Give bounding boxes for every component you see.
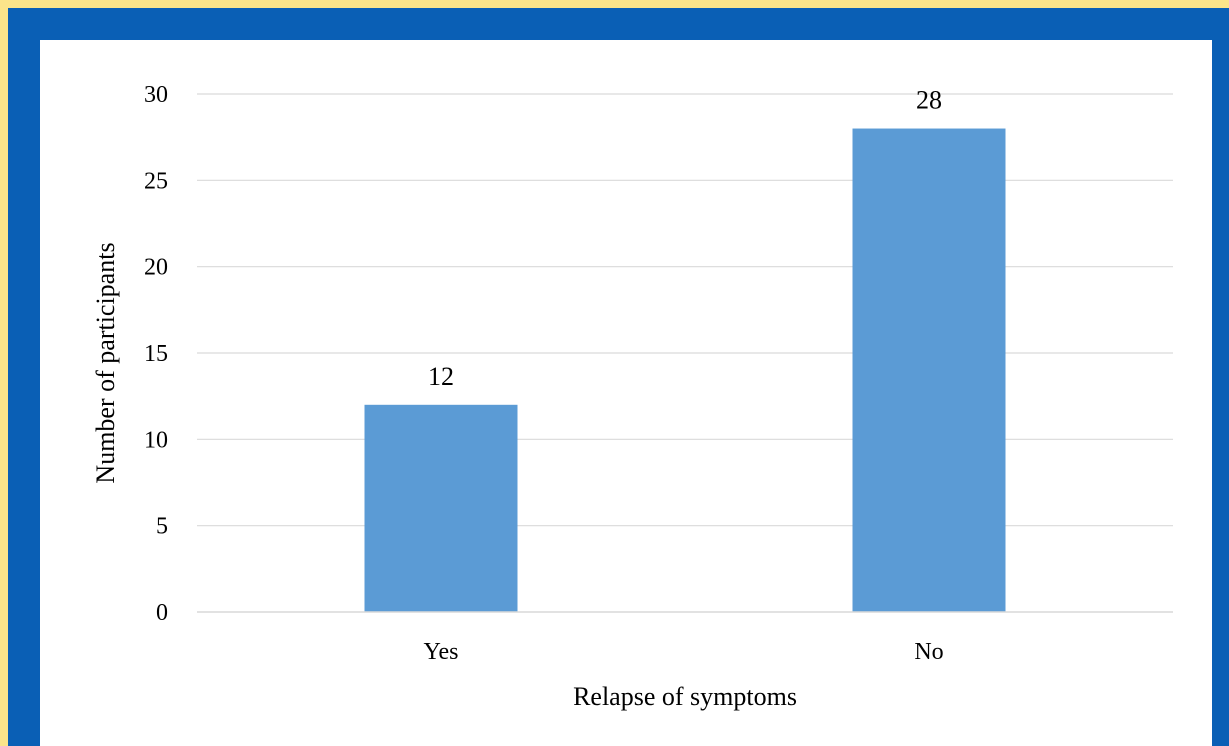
y-tick-label: 20 — [144, 255, 168, 281]
x-tick-label: Yes — [424, 639, 459, 665]
data-label: 12 — [428, 362, 454, 391]
x-axis-title: Relapse of symptoms — [573, 682, 797, 711]
gridlines — [197, 93, 1173, 527]
x-axis-ticks: Yes No — [424, 639, 944, 665]
chart-frame: 0 5 10 15 20 25 30 12 28 Yes No Relapse of sympt… — [8, 8, 1229, 746]
y-tick-label: 30 — [144, 82, 168, 108]
x-tick-label: No — [914, 639, 943, 665]
bars — [364, 128, 1006, 612]
y-tick-label: 10 — [144, 427, 168, 453]
y-axis-title: Number of participants — [91, 242, 120, 483]
data-labels: 12 28 — [428, 86, 942, 391]
y-tick-label: 15 — [144, 341, 168, 367]
y-tick-label: 0 — [156, 600, 168, 626]
y-axis-ticks: 0 5 10 15 20 25 30 — [144, 82, 168, 626]
y-tick-label: 25 — [144, 168, 168, 194]
bar-yes — [364, 404, 518, 612]
y-tick-label: 5 — [156, 514, 168, 540]
bar-no — [852, 128, 1006, 612]
bar-chart: 0 5 10 15 20 25 30 12 28 Yes No Relapse of sympt… — [91, 82, 1173, 711]
chart-panel: 0 5 10 15 20 25 30 12 28 Yes No Relapse of sympt… — [40, 40, 1212, 746]
data-label: 28 — [916, 86, 942, 115]
